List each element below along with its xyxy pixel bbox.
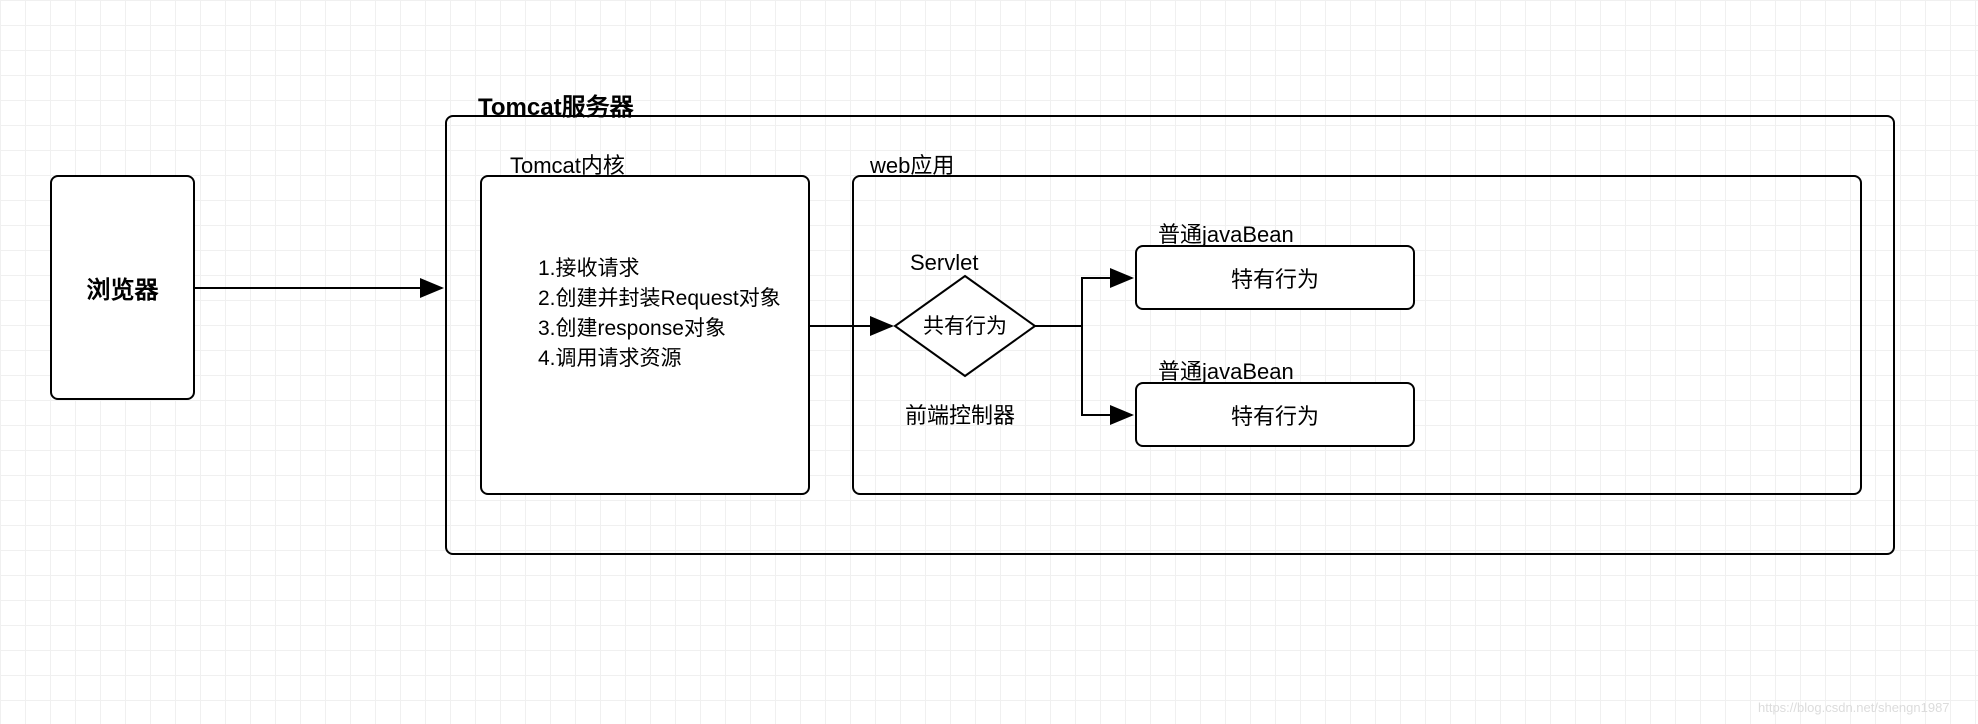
kernel-line-1: 1.接收请求 xyxy=(538,252,640,282)
controller-label: 前端控制器 xyxy=(905,398,1015,430)
watermark: https://blog.csdn.net/shengn1987 xyxy=(1758,700,1950,715)
bean2-label: 特有行为 xyxy=(1231,399,1319,431)
kernel-line-4: 4.调用请求资源 xyxy=(538,342,682,372)
browser-node: 浏览器 xyxy=(50,175,195,400)
servlet-label: Servlet xyxy=(910,250,978,276)
bean1-label: 特有行为 xyxy=(1231,262,1319,294)
kernel-line-2: 2.创建并封装Request对象 xyxy=(538,282,781,312)
bean2-node: 特有行为 xyxy=(1135,382,1415,447)
webapp-container xyxy=(852,175,1862,495)
bean1-node: 特有行为 xyxy=(1135,245,1415,310)
kernel-line-3: 3.创建response对象 xyxy=(538,312,726,342)
browser-label: 浏览器 xyxy=(87,270,159,305)
